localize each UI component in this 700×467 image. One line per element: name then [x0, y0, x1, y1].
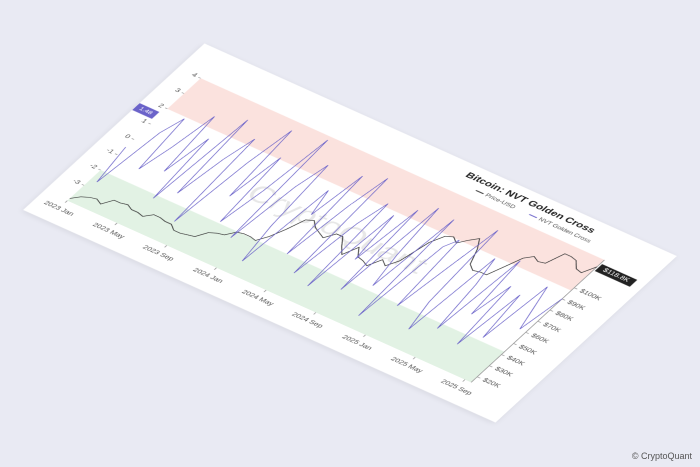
y2-tick — [537, 320, 542, 323]
y2-tick-label: $70K — [541, 322, 562, 334]
price-tag — [594, 264, 638, 287]
y2-tick — [525, 332, 529, 334]
y2-tick — [549, 309, 554, 312]
y2-tick-label: $60K — [529, 333, 550, 345]
chart: Bitcoin: NVT Golden Cross CryptoQuant-3-… — [23, 43, 677, 423]
x-tick — [164, 245, 168, 248]
x-tick-label: 2024 Jan — [191, 267, 224, 284]
y-tick — [148, 122, 151, 125]
y-tick-label: -2 — [87, 163, 98, 170]
y-tick — [131, 138, 135, 140]
zone-band — [67, 170, 505, 383]
y2-tick — [561, 298, 566, 301]
y2-tick-label: $20K — [481, 378, 502, 390]
x-tick-label: 2025 May — [389, 356, 424, 374]
y2-tick — [513, 343, 517, 346]
x-tick — [213, 267, 217, 270]
y2-tick — [573, 287, 578, 290]
nvt-tag-label: 1.48 — [137, 106, 154, 116]
x-tick-label: 2023 Jan — [42, 200, 75, 217]
axis-line — [470, 259, 605, 383]
x-tick-label: 2024 May — [240, 289, 275, 307]
x-tick — [412, 357, 416, 360]
y-tick-label: 0 — [123, 134, 132, 140]
y2-tick-label: $30K — [493, 366, 514, 378]
y-tick — [181, 92, 185, 94]
y2-tick-label: $90K — [565, 300, 586, 312]
source: © CryptoQuant — [631, 451, 692, 461]
zone-band — [167, 78, 605, 291]
legend-swatch — [475, 190, 484, 195]
nvt-tag — [132, 103, 160, 119]
series-line — [69, 196, 598, 276]
y-tick-label: -1 — [104, 148, 115, 155]
series-line — [96, 116, 563, 345]
chart-plane: Bitcoin: NVT Golden Cross CryptoQuant -3-… — [23, 43, 677, 423]
y-tick-label: 2 — [156, 103, 165, 109]
x-tick — [462, 379, 466, 382]
y-tick — [198, 76, 201, 79]
x-tick-label: 2023 May — [91, 222, 126, 240]
y-tick-label: 4 — [190, 72, 199, 78]
y-tick — [164, 107, 168, 110]
x-tick — [362, 334, 366, 337]
y-tick-label: -3 — [71, 179, 82, 186]
y2-tick-label: $100K — [578, 289, 603, 302]
y2-tick — [476, 376, 481, 379]
y-tick-label: 1 — [140, 118, 149, 124]
y-tick — [98, 168, 101, 171]
x-tick — [263, 289, 267, 293]
x-tick — [313, 312, 317, 315]
y2-tick-label: $80K — [553, 311, 574, 323]
x-tick-label: 2023 Sep — [141, 245, 175, 263]
y2-tick-label: $50K — [517, 344, 538, 356]
y-tick — [114, 153, 118, 155]
y-tick — [81, 184, 85, 186]
x-tick-label: 2025 Jan — [340, 334, 373, 351]
y2-tick — [501, 354, 505, 357]
x-tick — [114, 222, 118, 226]
x-tick-label: 2025 Sep — [439, 379, 473, 397]
x-tick-label: 2024 Sep — [290, 312, 324, 330]
y2-tick-label: $40K — [505, 355, 526, 367]
legend-swatch — [528, 214, 538, 219]
y-tick-label: 3 — [173, 88, 182, 94]
y2-tick — [489, 365, 493, 368]
x-tick — [64, 200, 68, 203]
